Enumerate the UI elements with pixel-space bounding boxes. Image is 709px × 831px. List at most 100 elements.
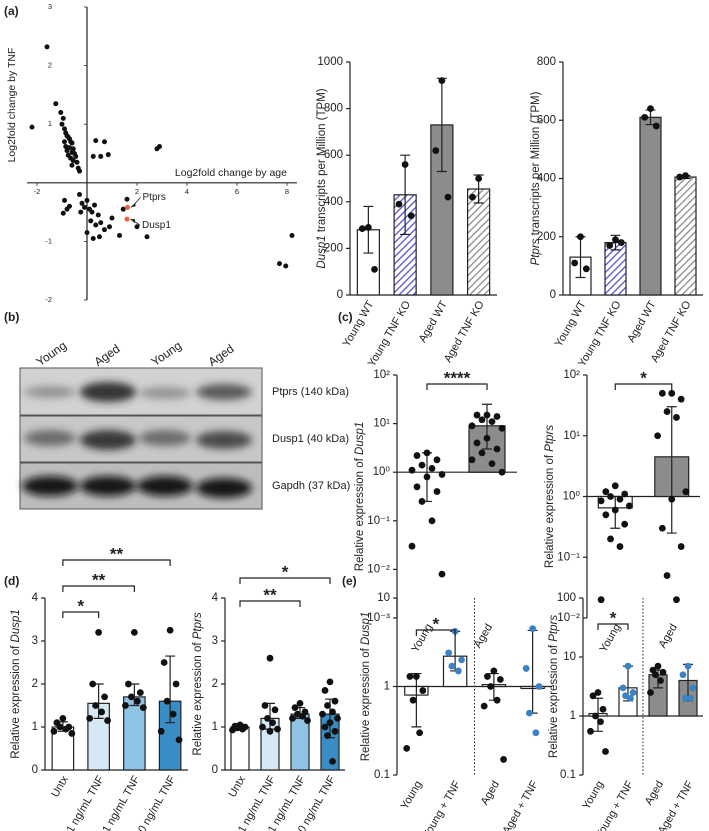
point <box>668 389 676 397</box>
point <box>104 717 111 724</box>
point <box>69 162 75 168</box>
point <box>326 719 334 727</box>
y-tick-label: 2 <box>212 678 218 690</box>
point <box>163 697 171 705</box>
point <box>84 230 90 236</box>
x-tick-label: Untx <box>49 774 71 800</box>
point <box>124 216 130 222</box>
point <box>641 113 649 121</box>
y-tick-label: 1 <box>212 721 218 733</box>
point <box>498 424 506 432</box>
point <box>122 702 129 709</box>
point <box>616 495 624 503</box>
point <box>329 708 336 716</box>
point <box>571 259 579 267</box>
point <box>136 689 144 696</box>
point <box>607 493 614 500</box>
point <box>157 143 162 149</box>
arrow-head <box>130 219 135 224</box>
significance-label: ** <box>92 570 106 589</box>
point <box>611 506 619 514</box>
point <box>606 242 614 249</box>
point <box>663 572 671 579</box>
y-tick-label: 0 <box>212 764 218 776</box>
point <box>654 432 662 440</box>
point <box>647 689 654 696</box>
point <box>408 542 416 550</box>
point <box>59 121 65 127</box>
point <box>657 677 664 684</box>
point <box>658 389 666 397</box>
point <box>101 693 108 701</box>
point <box>133 697 141 705</box>
point <box>673 414 680 421</box>
point <box>62 139 67 145</box>
point <box>407 212 415 220</box>
point <box>277 261 282 267</box>
point <box>413 483 421 491</box>
point <box>438 471 446 478</box>
point <box>409 696 417 704</box>
point <box>677 543 685 550</box>
point <box>68 730 76 737</box>
point <box>483 411 491 419</box>
point <box>647 105 654 112</box>
point <box>395 200 403 208</box>
x-tick-label: 1 ng/mL TNF <box>100 774 142 831</box>
point <box>266 727 274 735</box>
point <box>473 439 481 447</box>
point <box>616 543 624 550</box>
x-axis-label: Log2fold change by age <box>175 167 287 179</box>
point <box>687 694 694 702</box>
point <box>157 727 165 735</box>
point <box>445 649 453 657</box>
point <box>160 659 168 666</box>
point <box>619 684 627 692</box>
point <box>423 449 431 457</box>
y-tick-label: 1000 <box>317 56 343 68</box>
point <box>487 683 495 690</box>
point <box>79 200 85 206</box>
point <box>371 265 378 273</box>
x-tick-label: Aged <box>643 779 666 807</box>
point <box>577 233 584 241</box>
point <box>125 680 132 688</box>
point <box>291 704 299 712</box>
point <box>468 422 476 430</box>
y-axis-label-part: Relative expression of <box>548 642 560 758</box>
point <box>125 204 130 210</box>
y-tick-label: 0 <box>337 289 343 301</box>
y-tick-label: 10² <box>563 369 580 381</box>
point <box>120 206 126 212</box>
point <box>77 192 82 198</box>
point <box>259 723 266 731</box>
point <box>488 418 496 425</box>
error-bar <box>527 629 538 714</box>
y-axis-label: Relative expression of Ptprs <box>192 612 204 755</box>
point <box>602 511 610 519</box>
point <box>44 44 50 50</box>
x-tick-label: Aged WT <box>625 299 658 345</box>
y-tick-label: 600 <box>324 149 343 161</box>
significance-bracket <box>426 383 488 390</box>
point <box>587 727 594 735</box>
point <box>319 710 326 718</box>
point <box>73 153 79 159</box>
point <box>264 715 271 722</box>
point <box>454 667 462 675</box>
point <box>93 222 99 228</box>
point <box>299 712 306 720</box>
point <box>682 172 689 179</box>
y-tick-label: 3 <box>32 635 38 647</box>
point <box>166 626 174 634</box>
lane-label: Aged <box>92 342 123 370</box>
point <box>401 161 409 168</box>
point <box>682 488 690 496</box>
point <box>611 482 619 490</box>
point <box>95 629 103 636</box>
point <box>448 662 456 670</box>
point <box>102 139 107 145</box>
point <box>105 152 111 158</box>
point <box>406 673 414 680</box>
